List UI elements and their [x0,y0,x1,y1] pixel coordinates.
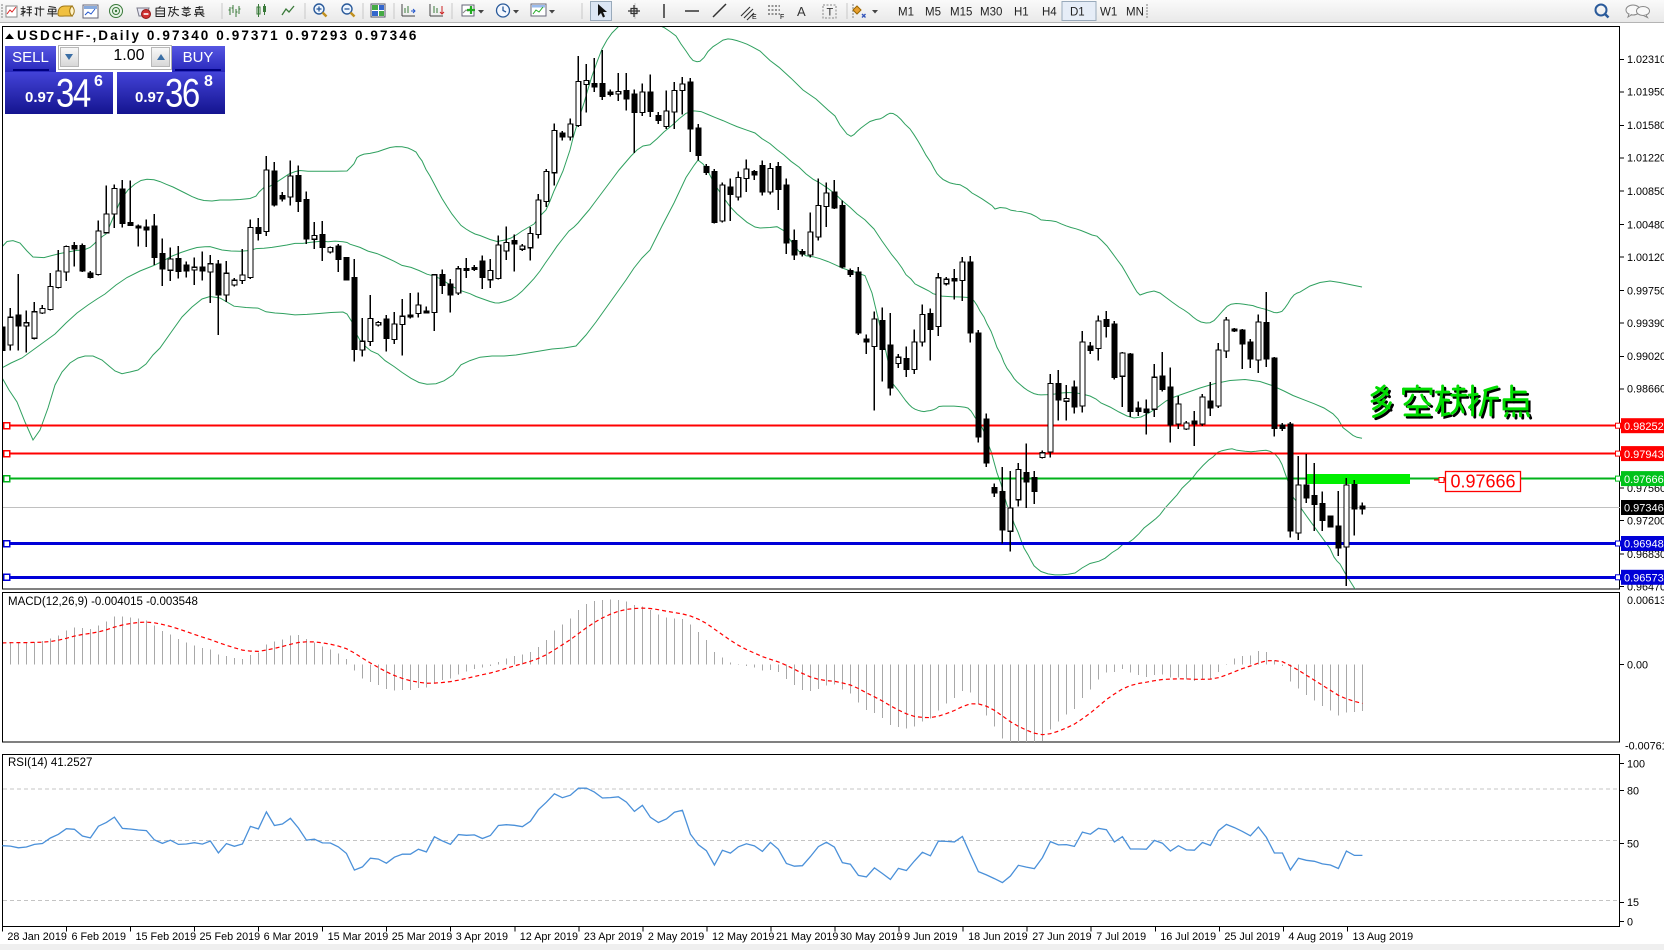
svg-text:0: 0 [1627,916,1633,928]
svg-text:A: A [797,4,806,19]
svg-text:MN: MN [1126,7,1144,19]
svg-text:0.97200: 0.97200 [1627,516,1664,528]
svg-text:15 Mar 2019: 15 Mar 2019 [328,931,389,943]
svg-text:21 May 2019: 21 May 2019 [776,931,838,943]
svg-text:0.99750: 0.99750 [1627,285,1664,297]
svg-text:0.97666: 0.97666 [1450,472,1515,492]
svg-text:13 Aug 2019: 13 Aug 2019 [1352,931,1413,943]
svg-text:0.99390: 0.99390 [1627,318,1664,330]
svg-text:1.00480: 1.00480 [1627,219,1664,231]
svg-text:1.00850: 1.00850 [1627,186,1664,198]
svg-text:M15: M15 [950,7,972,19]
svg-text:0.97346: 0.97346 [1624,503,1664,515]
svg-text:25 Mar 2019: 25 Mar 2019 [392,931,453,943]
svg-text:H1: H1 [1014,7,1029,19]
svg-text:12 Apr 2019: 12 Apr 2019 [520,931,578,943]
svg-text:80: 80 [1627,785,1639,797]
svg-text:1.02310: 1.02310 [1627,54,1664,66]
svg-text:0.97943: 0.97943 [1624,449,1664,461]
svg-text:18 Jun 2019: 18 Jun 2019 [968,931,1027,943]
svg-text:M30: M30 [980,7,1002,19]
svg-text:6 Feb 2019: 6 Feb 2019 [71,931,126,943]
svg-text:7 Jul 2019: 7 Jul 2019 [1096,931,1146,943]
svg-text:30 May 2019: 30 May 2019 [840,931,902,943]
svg-text:-0.00761: -0.00761 [1625,740,1664,752]
svg-text:0.98660: 0.98660 [1627,384,1664,396]
svg-text:1.01220: 1.01220 [1627,153,1664,165]
svg-text:USDCHF-,Daily 0.97340 0.97371: USDCHF-,Daily 0.97340 0.97371 0.97293 0.… [17,28,418,43]
svg-text:MACD(12,26,9) -0.004015 -0.003: MACD(12,26,9) -0.004015 -0.003548 [8,596,198,608]
svg-text:T: T [827,7,834,19]
svg-text:4 Aug 2019: 4 Aug 2019 [1288,931,1343,943]
svg-text:W1: W1 [1100,7,1117,19]
svg-text:3 Apr 2019: 3 Apr 2019 [456,931,508,943]
svg-text:0.96948: 0.96948 [1624,539,1664,551]
svg-text:27 Jun 2019: 27 Jun 2019 [1032,931,1091,943]
svg-text:M5: M5 [925,7,941,19]
svg-text:2 May 2019: 2 May 2019 [648,931,704,943]
svg-text:F: F [780,14,784,21]
svg-text:100: 100 [1627,758,1645,770]
svg-text:M1: M1 [898,7,914,19]
svg-text:0.00: 0.00 [1627,659,1648,671]
svg-text:1.01950: 1.01950 [1627,87,1664,99]
svg-text:28 Jan 2019: 28 Jan 2019 [7,931,66,943]
svg-text:1.00120: 1.00120 [1627,252,1664,264]
svg-text:RSI(14) 41.2527: RSI(14) 41.2527 [8,757,92,769]
svg-text:6 Mar 2019: 6 Mar 2019 [264,931,319,943]
svg-text:D1: D1 [1070,7,1085,19]
svg-text:0.96830: 0.96830 [1627,549,1664,561]
svg-text:12 May 2019: 12 May 2019 [712,931,774,943]
svg-text:16 Jul 2019: 16 Jul 2019 [1160,931,1216,943]
svg-text:0.98252: 0.98252 [1624,421,1664,433]
svg-text:H4: H4 [1042,7,1057,19]
svg-text:0.96573: 0.96573 [1624,573,1664,585]
svg-text:1.01580: 1.01580 [1627,120,1664,132]
svg-text:50: 50 [1627,838,1639,850]
svg-text:E: E [752,14,757,21]
svg-text:15 Feb 2019: 15 Feb 2019 [136,931,197,943]
svg-text:9 Jun 2019: 9 Jun 2019 [904,931,957,943]
svg-text:0.97666: 0.97666 [1624,474,1664,486]
svg-text:25 Jul 2019: 25 Jul 2019 [1224,931,1280,943]
svg-text:0.99020: 0.99020 [1627,351,1664,363]
svg-text:23 Apr 2019: 23 Apr 2019 [584,931,642,943]
svg-text:15: 15 [1627,897,1639,909]
svg-text:0.00613: 0.00613 [1627,595,1664,607]
svg-text:25 Feb 2019: 25 Feb 2019 [200,931,261,943]
